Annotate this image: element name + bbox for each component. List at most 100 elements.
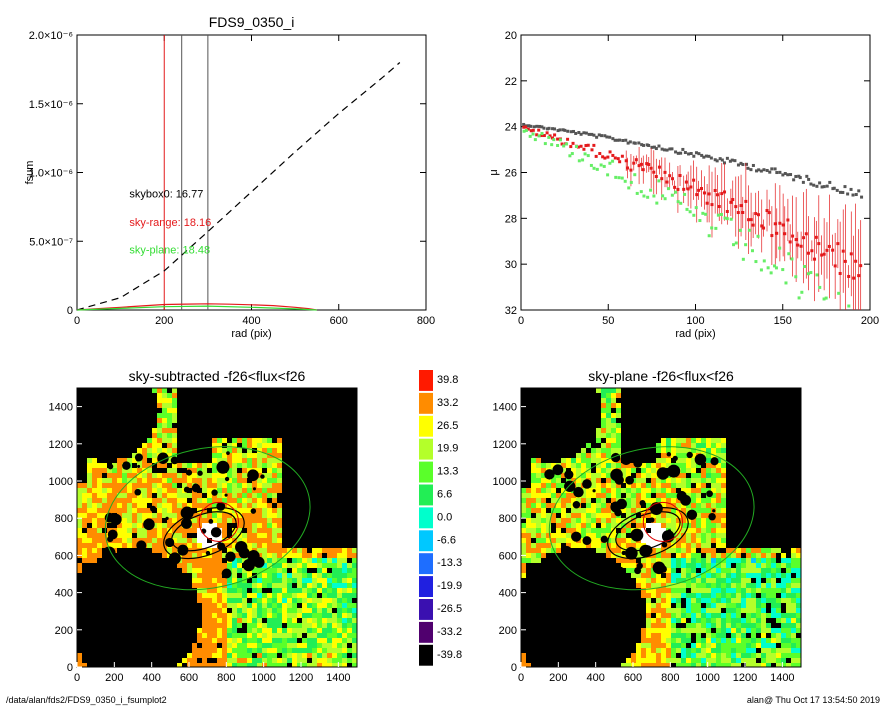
- masked-source: [571, 531, 582, 542]
- image-pixel: [756, 548, 761, 553]
- image-pixel: [347, 553, 352, 558]
- image-pixel: [571, 523, 576, 528]
- image-pixel: [267, 533, 272, 538]
- image-pixel: [686, 548, 691, 553]
- image-pixel: [716, 438, 721, 443]
- masked-source: [656, 467, 670, 480]
- image-pixel: [162, 493, 167, 498]
- image-pixel: [202, 603, 207, 608]
- image-pixel: [247, 633, 252, 638]
- data-point: [738, 228, 742, 232]
- image-pixel: [157, 393, 162, 398]
- image-pixel: [796, 588, 801, 593]
- masked-source: [710, 457, 719, 466]
- image-pixel: [576, 528, 581, 533]
- image-pixel: [711, 528, 716, 533]
- image-pixel: [796, 653, 801, 658]
- image-pixel: [666, 448, 671, 453]
- image-pixel: [212, 553, 217, 558]
- image-pixel: [202, 478, 207, 483]
- image-pixel: [636, 498, 641, 503]
- image-pixel: [217, 488, 222, 493]
- image-pixel: [666, 653, 671, 658]
- image-pixel: [566, 498, 571, 503]
- data-point: [581, 158, 585, 162]
- image-pixel: [721, 658, 726, 663]
- image-pixel: [691, 618, 696, 623]
- image-pixel: [322, 563, 327, 568]
- image-pixel: [756, 613, 761, 618]
- image-pixel: [661, 578, 666, 583]
- image-pixel: [327, 598, 332, 603]
- image-pixel: [192, 478, 197, 483]
- image-pixel: [731, 583, 736, 588]
- image-pixel: [92, 463, 97, 468]
- image-pixel: [606, 508, 611, 513]
- data-point: [589, 163, 593, 167]
- image-pixel: [531, 488, 536, 493]
- image-pixel: [257, 623, 262, 628]
- image-pixel: [142, 483, 147, 488]
- image-pixel: [681, 558, 686, 563]
- image-pixel: [347, 603, 352, 608]
- image-pixel: [766, 613, 771, 618]
- image-pixel: [576, 473, 581, 478]
- image-pixel: [232, 493, 237, 498]
- image-pixel: [651, 648, 656, 653]
- image-pixel: [267, 658, 272, 663]
- image-pixel: [177, 663, 182, 667]
- image-pixel: [152, 478, 157, 483]
- data-point: [670, 147, 674, 151]
- image-pixel: [82, 538, 87, 543]
- x-axis-label: rad (pix): [675, 328, 715, 340]
- image-pixel: [691, 563, 696, 568]
- image-pixel: [332, 568, 337, 573]
- data-point: [805, 174, 809, 178]
- image-pixel: [237, 588, 242, 593]
- data-point: [715, 159, 719, 163]
- data-point: [788, 240, 792, 244]
- image-pixel: [242, 508, 247, 513]
- image-pixel: [322, 593, 327, 598]
- image-pixel: [157, 503, 162, 508]
- image-pixel: [666, 568, 671, 573]
- image-pixel: [252, 658, 257, 663]
- x-tick-label: 600: [330, 315, 348, 327]
- image-pixel: [262, 533, 267, 538]
- image-pixel: [651, 538, 656, 543]
- data-point: [754, 212, 758, 216]
- image-pixel: [172, 403, 177, 408]
- image-pixel: [781, 578, 786, 583]
- data-point: [692, 154, 696, 158]
- image-pixel: [606, 393, 611, 398]
- image-pixel: [187, 558, 192, 563]
- image-pixel: [741, 548, 746, 553]
- image-pixel: [696, 553, 701, 558]
- image-pixel: [317, 558, 322, 563]
- image-pixel: [207, 543, 212, 548]
- image-pixel: [142, 473, 147, 478]
- data-point: [551, 127, 555, 131]
- image-pixel: [561, 463, 566, 468]
- image-pixel: [152, 428, 157, 433]
- image-pixel: [107, 498, 112, 503]
- image-pixel: [596, 448, 601, 453]
- image-pixel: [661, 518, 666, 523]
- image-pixel: [77, 538, 82, 543]
- image-pixel: [751, 643, 756, 648]
- image-pixel: [252, 523, 257, 528]
- image-pixel: [262, 633, 267, 638]
- colorbar-swatch: [419, 438, 433, 460]
- image-pixel: [536, 498, 541, 503]
- image-pixel: [526, 543, 531, 548]
- image-pixel: [97, 533, 102, 538]
- image-pixel: [556, 548, 561, 553]
- masked-source: [221, 568, 232, 579]
- y-axis-label: fsum: [24, 161, 36, 185]
- image-pixel: [92, 528, 97, 533]
- image-pixel: [786, 643, 791, 648]
- image-pixel: [122, 498, 127, 503]
- image-pixel: [606, 483, 611, 488]
- image-pixel: [776, 633, 781, 638]
- image-pixel: [112, 488, 117, 493]
